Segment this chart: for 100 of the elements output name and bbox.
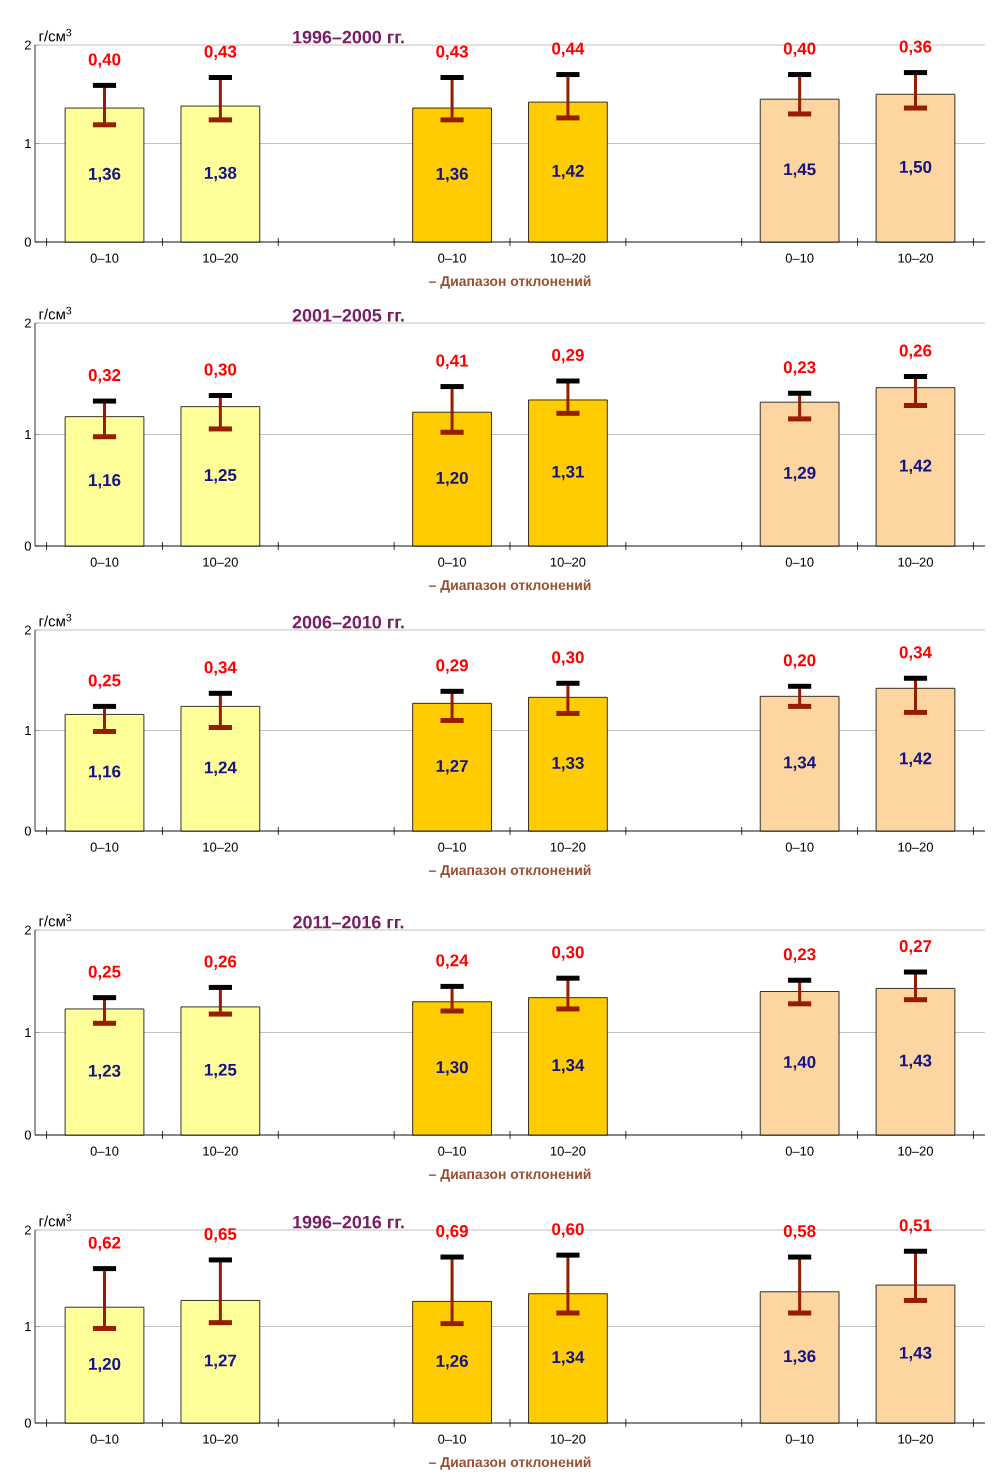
- text: – Диапазон отклонений: [429, 579, 591, 593]
- x-tick-label: 10–20: [898, 842, 933, 852]
- data-label: 1,43: [900, 1054, 932, 1069]
- y-axis-title: г/см$^{3}$: [39, 28, 72, 42]
- data-label: 1,31: [552, 465, 584, 481]
- chart-title: 2001–2005 гг.: [292, 309, 404, 322]
- annotation: 0,26: [899, 344, 932, 360]
- y-tick-label: 1: [25, 1322, 31, 1331]
- annotation: 0,40: [88, 53, 121, 68]
- x-tick-label: 0–10: [785, 842, 814, 852]
- y-tick-label: 0: [24, 237, 31, 247]
- x-tick-label: 10–20: [203, 1146, 238, 1156]
- x-tick-label: 10–20: [550, 1434, 586, 1444]
- text: – Диапазон отклонений: [429, 864, 591, 878]
- x-tick-label: 0–10: [438, 1434, 466, 1444]
- x-tick-label: 10–20: [550, 557, 586, 567]
- chart-title: 2006–2010 гг.: [292, 615, 404, 629]
- annotation: 0,20: [783, 654, 816, 669]
- data-label: 1,16: [89, 765, 121, 780]
- y-tick-label: 1: [25, 726, 31, 735]
- y-tick-label: 1: [25, 430, 31, 439]
- annotation: 0,40: [783, 42, 816, 58]
- y-axis-title: г/см$^{3}$: [39, 1213, 72, 1227]
- data-label: 1,43: [900, 1346, 932, 1362]
- x-tick-label: 0–10: [438, 1146, 466, 1156]
- annotation: 0,65: [204, 1227, 237, 1243]
- y-axis-title: г/см$^{3}$: [39, 613, 72, 627]
- data-label: 1,40: [784, 1056, 816, 1071]
- y-tick-label: 0: [24, 1418, 31, 1428]
- x-tick-label: 10–20: [898, 1146, 933, 1156]
- x-tick-label: 0–10: [438, 842, 466, 852]
- data-label: 1,34: [552, 1059, 585, 1074]
- x-tick-label: 0–10: [90, 1146, 119, 1156]
- annotation: 0,25: [88, 674, 121, 689]
- y-tick-label: 2: [24, 925, 31, 935]
- x-tick-label: 10–20: [203, 842, 238, 852]
- annotation: 0,30: [204, 363, 237, 378]
- x-tick-label: 0–10: [90, 842, 119, 852]
- annotation: 0,29: [436, 659, 468, 674]
- annotation: 0,27: [899, 940, 932, 955]
- x-tick-label: 10–20: [550, 1146, 586, 1156]
- annotation: 0,41: [436, 354, 469, 370]
- annotation: 0,23: [783, 948, 816, 963]
- y-tick-label: 2: [24, 625, 31, 635]
- chart-title: 2011–2016 гг.: [293, 915, 404, 929]
- data-label: 1,25: [204, 1063, 237, 1079]
- annotation: 0,43: [436, 45, 468, 60]
- chart-title: 1996–2000 гг.: [293, 30, 404, 44]
- x-tick-label: 10–20: [550, 842, 586, 852]
- x-tick-label: 0–10: [438, 253, 466, 263]
- data-label: 1,33: [552, 756, 584, 772]
- y-tick-label: 1: [25, 139, 31, 148]
- annotation: 0,29: [552, 349, 584, 364]
- x-tick-label: 0–10: [785, 557, 814, 567]
- x-tick-label: 0–10: [90, 557, 119, 567]
- data-label: 1,34: [784, 756, 817, 771]
- data-label: 1,30: [436, 1061, 468, 1076]
- chart-title: 1996–2016 гг.: [293, 1215, 404, 1229]
- data-label: 1,20: [436, 471, 468, 487]
- annotation: 0,32: [88, 369, 121, 384]
- data-label: 1,45: [784, 163, 816, 178]
- y-tick-label: 2: [24, 40, 31, 50]
- annotation: 0,58: [783, 1225, 816, 1240]
- annotation: 0,30: [552, 946, 584, 961]
- x-tick-label: 0–10: [785, 253, 814, 263]
- data-label: 1,20: [89, 1357, 121, 1373]
- y-tick-label: 1: [25, 1028, 31, 1037]
- annotation: 0,44: [552, 42, 585, 58]
- x-tick-label: 0–10: [90, 1434, 119, 1444]
- x-tick-label: 10–20: [203, 1434, 238, 1444]
- annotation: 0,60: [552, 1223, 584, 1238]
- annotation: 0,25: [88, 965, 121, 981]
- y-tick-label: 0: [24, 541, 31, 551]
- x-tick-label: 0–10: [438, 557, 466, 567]
- y-axis-title: г/см$^{3}$: [39, 913, 72, 927]
- annotation: 0,43: [204, 45, 237, 60]
- data-label: 1,29: [784, 466, 816, 482]
- data-label: 1,36: [784, 1350, 816, 1365]
- x-tick-label: 0–10: [785, 1434, 814, 1444]
- annotation: 0,34: [204, 661, 237, 676]
- annotation: 0,36: [899, 40, 932, 56]
- data-label: 1,27: [436, 759, 468, 775]
- text: – Диапазон отклонений: [429, 275, 591, 289]
- annotation: 0,23: [783, 361, 816, 376]
- data-label: 1,50: [900, 160, 932, 176]
- data-label: 1,23: [89, 1064, 121, 1080]
- text: – Диапазон отклонений: [429, 1168, 591, 1182]
- y-tick-label: 2: [24, 1225, 31, 1235]
- data-label: 1,34: [552, 1351, 585, 1366]
- x-tick-label: 10–20: [898, 253, 933, 263]
- y-axis-title: г/см$^{3}$: [39, 306, 72, 320]
- y-tick-label: 0: [24, 1130, 31, 1140]
- annotation: 0,69: [436, 1225, 468, 1240]
- data-label: 1,24: [204, 761, 237, 776]
- annotation: 0,30: [552, 651, 584, 666]
- x-tick-label: 10–20: [203, 557, 238, 567]
- data-label: 1,25: [204, 469, 237, 484]
- text: – Диапазон отклонений: [429, 1456, 591, 1470]
- data-label: 1,42: [552, 164, 584, 180]
- annotation: 0,62: [88, 1236, 121, 1252]
